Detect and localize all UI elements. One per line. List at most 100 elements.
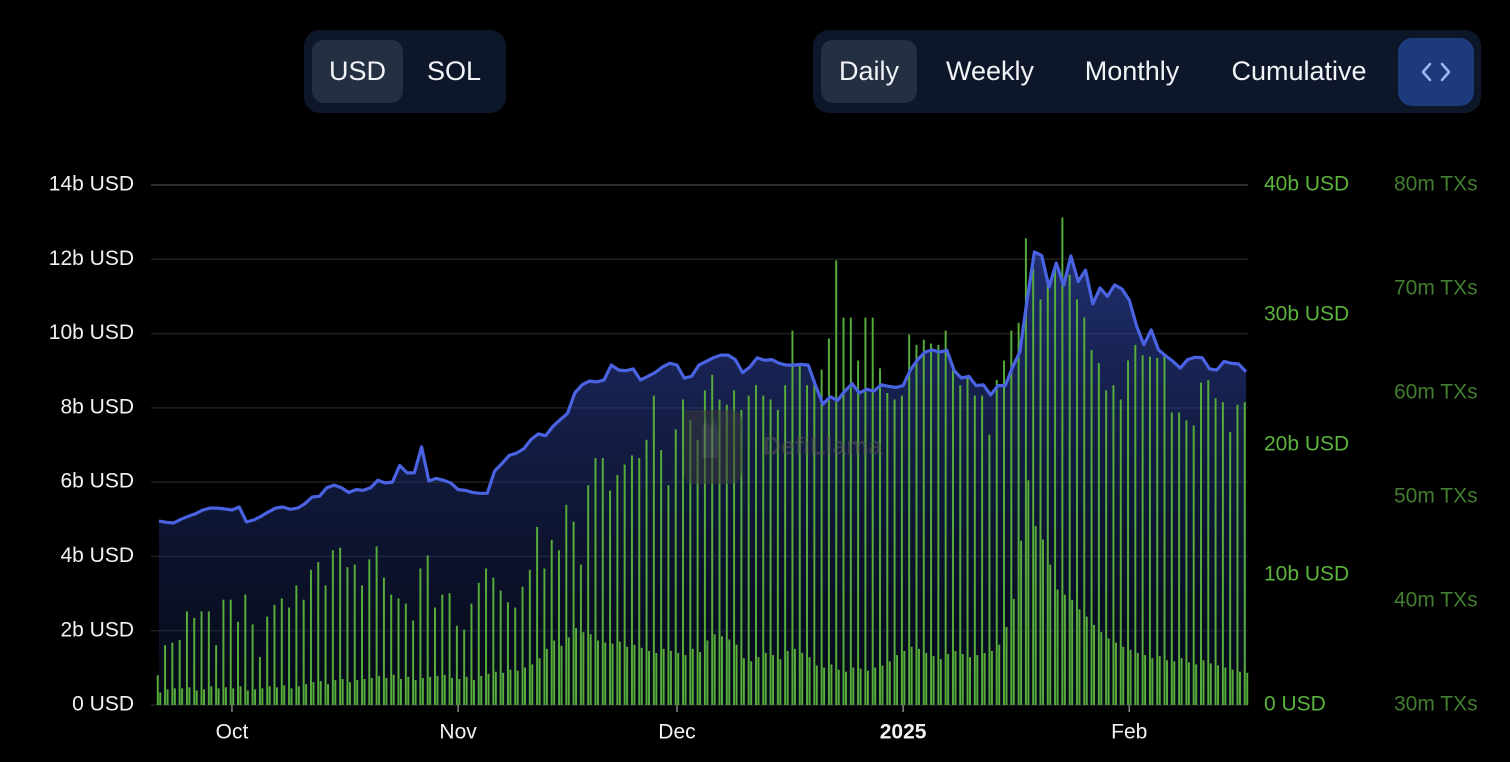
bar (1056, 589, 1059, 705)
bar (1127, 360, 1130, 705)
bar (1192, 425, 1195, 705)
bar (604, 642, 607, 705)
bar (667, 485, 670, 705)
bar (575, 628, 578, 705)
bar (596, 640, 599, 705)
bar (441, 594, 444, 705)
bar (1122, 646, 1125, 705)
bar (295, 585, 298, 705)
bar (611, 643, 614, 705)
bar (871, 317, 874, 705)
toggle-button[interactable]: Weekly (945, 56, 1035, 86)
bar (684, 655, 687, 705)
bar (998, 644, 1001, 705)
bar (655, 653, 658, 705)
bar (1075, 299, 1078, 705)
bar (188, 687, 191, 705)
bar (356, 680, 359, 705)
bar (273, 604, 276, 705)
bar (159, 692, 162, 705)
bar (156, 675, 159, 705)
toggle-button[interactable]: Monthly (1084, 56, 1180, 86)
bar (791, 330, 794, 705)
bar (560, 645, 563, 705)
bar (494, 671, 497, 705)
bar (579, 564, 582, 705)
bar (925, 653, 928, 705)
bar (509, 669, 512, 705)
bar (1243, 402, 1246, 705)
bar (786, 650, 789, 705)
bar (516, 670, 519, 705)
bar (842, 317, 845, 705)
bar (616, 474, 619, 705)
bar (1144, 655, 1147, 705)
toggle-button[interactable]: Cumulative (1231, 56, 1367, 86)
bar (392, 674, 395, 705)
bar (421, 677, 424, 705)
bar (480, 675, 483, 705)
bar (536, 526, 539, 705)
bar (455, 625, 458, 705)
bar (990, 650, 993, 705)
bar (543, 568, 546, 705)
bar (232, 688, 235, 705)
bar (1012, 598, 1015, 705)
bar (981, 395, 984, 705)
bar (674, 429, 677, 705)
bar (706, 640, 709, 705)
toggle-button[interactable]: SOL (426, 56, 482, 86)
bar (1187, 662, 1190, 705)
bar (1180, 658, 1183, 705)
bar (1112, 385, 1115, 705)
embed-button[interactable] (1398, 38, 1474, 106)
bar (317, 562, 320, 705)
bar (691, 648, 694, 705)
bar (1170, 412, 1173, 705)
y-tick-label: 8b USD (60, 395, 134, 418)
bar (944, 330, 947, 705)
bar (463, 629, 466, 705)
bar (910, 646, 913, 705)
bar (735, 644, 738, 705)
toggle-button[interactable]: USD (312, 40, 403, 103)
bar (740, 409, 743, 705)
y2-tick-label: 40b USD (1264, 173, 1349, 196)
bar (268, 686, 271, 705)
bar (703, 390, 706, 705)
bar (845, 671, 847, 705)
bar (207, 611, 210, 705)
bar (939, 659, 942, 705)
bar (1041, 539, 1044, 705)
bar (630, 455, 633, 705)
bar (930, 343, 933, 705)
bar (1231, 669, 1234, 705)
bar (572, 521, 575, 705)
bar (203, 689, 205, 705)
bar (893, 399, 896, 705)
bar (334, 680, 337, 705)
bar (888, 661, 891, 705)
toggle-button[interactable]: Daily (821, 40, 917, 103)
bar (720, 636, 723, 705)
bar (947, 654, 950, 705)
bar (251, 624, 254, 705)
bar (378, 675, 381, 705)
bar (626, 646, 629, 705)
bar (793, 648, 796, 705)
bar (407, 676, 410, 705)
bar (1141, 355, 1144, 705)
bar (1054, 269, 1057, 705)
bar (1224, 667, 1227, 705)
bar (178, 640, 181, 705)
bar (1148, 356, 1151, 705)
bar (1027, 480, 1030, 705)
bar (689, 420, 692, 705)
bar (397, 598, 400, 705)
x-tick-label: Oct (216, 721, 249, 744)
bar (988, 434, 991, 705)
bar (983, 653, 986, 705)
bar (472, 680, 475, 705)
bar (762, 395, 765, 705)
y3-tick-label: 50m TXs (1394, 485, 1478, 508)
